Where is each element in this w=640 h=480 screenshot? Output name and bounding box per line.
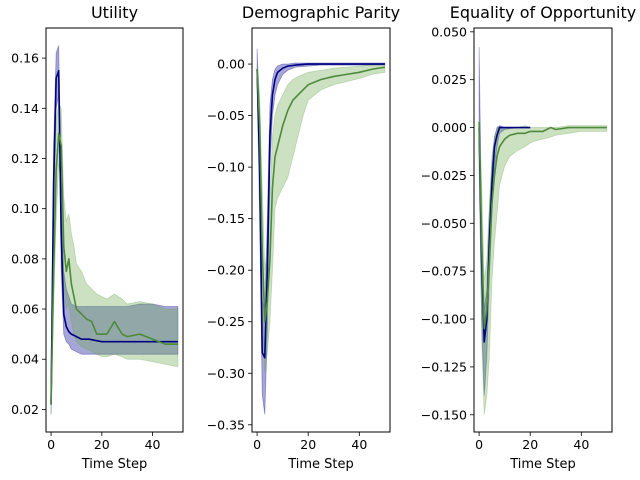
y-tick-label: 0.08 <box>11 251 39 266</box>
y-tick-label: −0.05 <box>207 108 245 123</box>
y-tick-label: 0.14 <box>11 101 39 116</box>
y-tick-label: 0.025 <box>431 72 467 87</box>
series-line-1 <box>50 69 178 405</box>
y-tick-label: 0.050 <box>431 24 467 39</box>
y-tick-label: −0.075 <box>421 264 467 279</box>
x-tick-label: 20 <box>300 437 316 452</box>
y-tick-label: −0.20 <box>207 263 245 278</box>
y-tick-label: −0.10 <box>207 160 245 175</box>
x-tick-label: 40 <box>351 437 367 452</box>
plot-frame <box>251 27 391 433</box>
x-tick-label: 20 <box>94 437 110 452</box>
plot-frame <box>45 27 184 433</box>
series-line-2 <box>50 132 178 405</box>
x-tick-label: 40 <box>145 437 161 452</box>
chart-title: Demographic Parity <box>242 3 400 22</box>
y-tick-label: −0.30 <box>207 366 245 381</box>
series-line-2 <box>478 121 607 330</box>
confidence-band-1 <box>256 48 386 415</box>
x-axis-label: Time Step <box>81 457 148 472</box>
x-tick-label: 40 <box>573 437 589 452</box>
plot-frame <box>473 27 613 433</box>
y-tick-label: 0.000 <box>431 120 467 135</box>
x-tick-label: 0 <box>253 437 261 452</box>
confidence-band-2 <box>256 63 386 374</box>
chart-panel-1: 0 20 40 0.02 0.04 0.06 0.08 0.10 0.12 0.14 0.16 Uti… <box>11 3 184 472</box>
series-line-1 <box>256 63 385 359</box>
chart-title: Equality of Opportunity <box>450 3 636 22</box>
x-tick-label: 0 <box>475 437 483 452</box>
y-tick-label: 0.06 <box>11 302 39 317</box>
confidence-band-2 <box>478 117 608 415</box>
x-tick-label: 0 <box>47 437 55 452</box>
y-tick-label: −0.150 <box>421 407 467 422</box>
y-tick-label: −0.35 <box>207 417 245 432</box>
chart-title: Utility <box>91 3 138 22</box>
confidence-band-2 <box>50 101 179 415</box>
x-axis-label: Time Step <box>287 457 354 472</box>
y-tick-label: −0.125 <box>421 359 467 374</box>
y-tick-label: 0.02 <box>11 402 39 417</box>
chart-panel-2: 0 20 40 0.00 −0.05 −0.10 −0.15 −0.20 −0.25 −0.30 −… <box>207 3 400 472</box>
confidence-band-1 <box>50 45 179 415</box>
y-tick-label: 0.00 <box>217 57 245 72</box>
y-tick-label: 0.04 <box>11 352 39 367</box>
y-tick-label: −0.050 <box>421 216 467 231</box>
chart-panel-3: 0 20 40 0.050 0.025 0.000 −0.025 −0.050 −0.075 −0… <box>421 3 636 472</box>
y-tick-label: −0.025 <box>421 168 467 183</box>
y-tick-label: 0.16 <box>11 51 39 66</box>
y-tick-label: 0.12 <box>11 151 39 166</box>
y-tick-label: 0.10 <box>11 201 39 216</box>
series-line-2 <box>256 66 386 323</box>
y-tick-label: −0.15 <box>207 211 245 226</box>
y-tick-label: −0.25 <box>207 314 245 329</box>
x-tick-label: 20 <box>522 437 538 452</box>
x-axis-label: Time Step <box>509 457 576 472</box>
y-tick-label: −0.100 <box>421 312 467 327</box>
